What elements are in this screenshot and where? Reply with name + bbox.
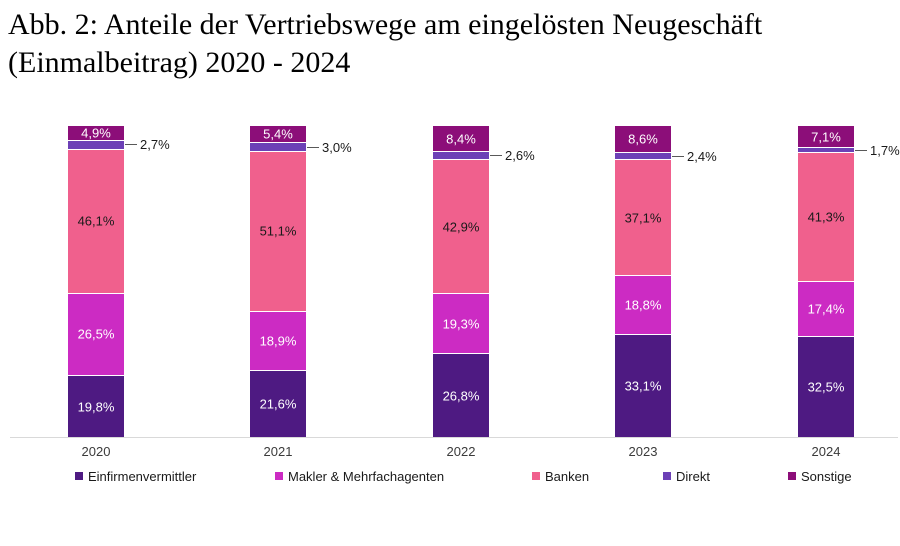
segment-einfirmenvermittler-2024: 32,5%: [798, 335, 854, 437]
callout-line-direkt-2021: [307, 147, 319, 148]
segment-label-sonstige-2022: 8,4%: [446, 131, 476, 147]
segment-banken-2021: 51,1%: [250, 151, 306, 311]
segment-label-banken-2020: 46,1%: [77, 213, 115, 229]
legend-label: Direkt: [676, 468, 710, 484]
x-axis-label-2021: 2021: [263, 444, 293, 459]
segment-label-makler-mehrfachagenten-2022: 19,3%: [442, 316, 480, 332]
segment-sonstige-2020: 4,9%: [68, 125, 124, 141]
segment-banken-2020: 46,1%: [68, 148, 124, 293]
legend-item-einfirmenvermittler: Einfirmenvermittler: [75, 468, 196, 484]
segment-einfirmenvermittler-2022: 26,8%: [433, 353, 489, 437]
segment-einfirmenvermittler-2020: 19,8%: [68, 375, 124, 437]
chart-title: Abb. 2: Anteile der Vertriebswege am ein…: [8, 8, 763, 79]
segment-label-makler-mehrfachagenten-2023: 18,8%: [624, 297, 662, 313]
segment-label-sonstige-2024: 7,1%: [811, 129, 841, 145]
legend-marker-icon: [275, 472, 283, 480]
legend-marker-icon: [532, 472, 540, 480]
segment-sonstige-2024: 7,1%: [798, 125, 854, 148]
legend-item-makler-mehrfachagenten: Makler & Mehrfachagenten: [275, 468, 444, 484]
segment-label-makler-mehrfachagenten-2020: 26,5%: [77, 326, 115, 342]
x-axis-label-2022: 2022: [446, 444, 476, 459]
segment-sonstige-2022: 8,4%: [433, 125, 489, 152]
legend-marker-icon: [75, 472, 83, 480]
segment-direkt-2024: [798, 147, 854, 153]
segment-label-makler-mehrfachagenten-2021: 18,9%: [259, 333, 297, 349]
segment-label-sonstige-2020: 4,9%: [81, 125, 111, 141]
segment-label-einfirmenvermittler-2024: 32,5%: [807, 379, 845, 395]
segment-makler-mehrfachagenten-2021: 18,9%: [250, 310, 306, 370]
callout-label-direkt-2020: 2,7%: [140, 137, 170, 152]
segment-label-sonstige-2021: 5,4%: [263, 126, 293, 142]
callout-label-direkt-2022: 2,6%: [505, 148, 535, 163]
legend-label: Banken: [545, 468, 590, 484]
segment-banken-2023: 37,1%: [615, 159, 671, 276]
callout-line-direkt-2024: [855, 150, 867, 151]
segment-einfirmenvermittler-2023: 33,1%: [615, 333, 671, 437]
segment-direkt-2021: [250, 141, 306, 152]
legend-item-banken: Banken: [532, 468, 589, 484]
legend-label: Makler & Mehrfachagenten: [288, 468, 445, 484]
callout-line-direkt-2022: [490, 155, 502, 156]
segment-banken-2024: 41,3%: [798, 152, 854, 282]
segment-einfirmenvermittler-2021: 21,6%: [250, 369, 306, 437]
x-axis-label-2023: 2023: [628, 444, 658, 459]
x-axis-label-2024: 2024: [811, 444, 841, 459]
callout-label-direkt-2023: 2,4%: [687, 149, 717, 164]
bar-2024: 32,5% 17,4% 41,3% 7,1%: [798, 125, 854, 437]
legend-marker-icon: [788, 472, 796, 480]
segment-makler-mehrfachagenten-2020: 26,5%: [68, 292, 124, 376]
segment-label-banken-2024: 41,3%: [807, 209, 845, 225]
segment-label-banken-2023: 37,1%: [624, 210, 662, 226]
segment-label-makler-mehrfachagenten-2024: 17,4%: [807, 301, 845, 317]
segment-label-einfirmenvermittler-2021: 21,6%: [259, 396, 297, 412]
callout-label-direkt-2024: 1,7%: [870, 143, 900, 158]
segment-label-banken-2022: 42,9%: [442, 219, 480, 235]
segment-label-sonstige-2023: 8,6%: [628, 131, 658, 147]
segment-banken-2022: 42,9%: [433, 159, 489, 294]
segment-sonstige-2021: 5,4%: [250, 125, 306, 142]
legend-label: Einfirmenvermittler: [88, 468, 197, 484]
legend-label: Sonstige: [801, 468, 852, 484]
x-axis-line: [10, 437, 898, 438]
x-axis-label-2020: 2020: [81, 444, 111, 459]
segment-label-einfirmenvermittler-2023: 33,1%: [624, 378, 662, 394]
segment-label-einfirmenvermittler-2020: 19,8%: [77, 399, 115, 415]
segment-direkt-2023: [615, 151, 671, 160]
bar-2022: 26,8% 19,3% 42,9% 8,4%: [433, 125, 489, 437]
segment-direkt-2020: [68, 140, 124, 149]
segment-label-banken-2021: 51,1%: [259, 223, 297, 239]
segment-label-einfirmenvermittler-2022: 26,8%: [442, 388, 480, 404]
segment-makler-mehrfachagenten-2024: 17,4%: [798, 281, 854, 336]
legend-marker-icon: [663, 472, 671, 480]
callout-label-direkt-2021: 3,0%: [322, 140, 352, 155]
legend-item-sonstige: Sonstige: [788, 468, 852, 484]
callout-line-direkt-2020: [125, 144, 137, 145]
segment-sonstige-2023: 8,6%: [615, 125, 671, 152]
segment-makler-mehrfachagenten-2022: 19,3%: [433, 293, 489, 354]
segment-makler-mehrfachagenten-2023: 18,8%: [615, 275, 671, 334]
segment-direkt-2022: [433, 151, 489, 160]
bar-2020: 19,8% 26,5% 46,1% 4,9%: [68, 125, 124, 437]
callout-line-direkt-2023: [672, 156, 684, 157]
bar-2021: 21,6% 18,9% 51,1% 5,4%: [250, 125, 306, 437]
legend-item-direkt: Direkt: [663, 468, 710, 484]
bar-2023: 33,1% 18,8% 37,1% 8,6%: [615, 125, 671, 437]
